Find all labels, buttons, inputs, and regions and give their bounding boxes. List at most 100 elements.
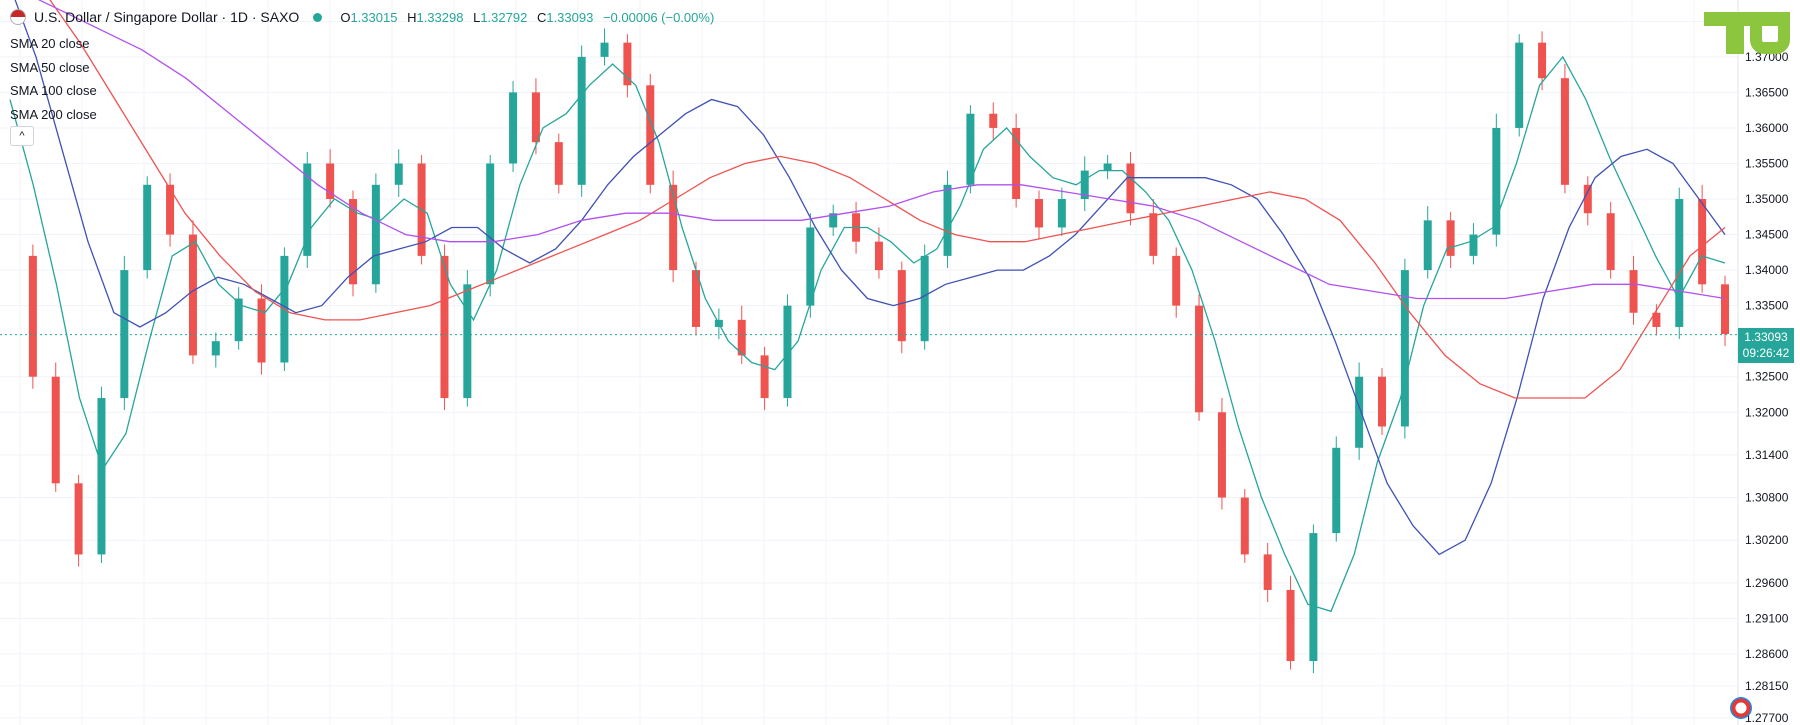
last-price-badge: 1.33093 09:26:42 — [1738, 327, 1794, 363]
candle-body — [1606, 213, 1615, 271]
candle-body — [234, 298, 243, 342]
sma100-line — [49, 0, 1726, 399]
candle-body — [1721, 284, 1729, 335]
candle-body — [1378, 376, 1386, 427]
candle-body — [1332, 447, 1341, 534]
candle-body — [1629, 270, 1638, 313]
candle-body — [371, 184, 380, 285]
candle-body — [1400, 270, 1409, 427]
candle-body — [554, 142, 563, 185]
indicator-legend: SMA 20 close SMA 50 close SMA 100 close … — [10, 32, 97, 126]
y-tick-label: 1.28150 — [1745, 679, 1789, 693]
price-axis: 1.375001.370001.365001.360001.355001.350… — [1745, 14, 1789, 725]
candle-body — [303, 163, 312, 256]
logo-u-shape — [1750, 12, 1790, 54]
collapse-legend-button[interactable]: ^ — [10, 126, 34, 146]
candle-body — [440, 255, 449, 399]
symbol-title[interactable]: U.S. Dollar / Singapore Dollar · 1D · SA… — [34, 9, 300, 25]
candle-body — [920, 255, 929, 342]
candle-body — [463, 284, 472, 399]
indicator-sma100[interactable]: SMA 100 close — [10, 83, 97, 98]
candle-body — [897, 270, 906, 342]
candle-body — [143, 184, 152, 271]
candle-body — [1515, 42, 1524, 128]
candle-body — [1012, 127, 1021, 200]
candle-body — [692, 270, 700, 327]
low-value: 1.32792 — [480, 9, 528, 25]
candle-body — [531, 92, 540, 143]
candle-body — [188, 234, 197, 356]
high-value: 1.33298 — [416, 9, 464, 25]
candle-body — [943, 184, 952, 256]
candle-body — [737, 319, 746, 356]
candle-body — [1423, 220, 1432, 271]
candle-body — [1583, 184, 1592, 214]
candle-body — [1652, 312, 1661, 327]
candle-body — [1446, 220, 1455, 256]
candle-body — [1560, 78, 1569, 185]
change-value: −0.00006 (−0.00%) — [602, 9, 715, 25]
candle-body — [600, 42, 609, 57]
logo-stem — [1726, 12, 1744, 54]
sma20-line — [9, 55, 1726, 613]
close-value: 1.33093 — [546, 9, 594, 25]
candle-body — [1469, 234, 1478, 256]
candle-body — [97, 398, 106, 555]
candle-body — [577, 56, 586, 185]
candle-body — [1492, 127, 1501, 235]
brand-logo — [1702, 8, 1790, 56]
close-label: C — [536, 9, 547, 25]
candlestick-series — [28, 28, 1729, 674]
sma50-line — [14, 0, 1726, 556]
y-tick-label: 1.35000 — [1745, 192, 1789, 206]
high-label: H — [407, 9, 417, 25]
candle-body — [1217, 412, 1226, 498]
candle-body — [1355, 376, 1364, 448]
y-tick-label: 1.27700 — [1745, 711, 1789, 725]
y-tick-label: 1.34000 — [1745, 263, 1789, 277]
candle-body — [394, 163, 403, 185]
y-tick-label: 1.32500 — [1745, 370, 1789, 384]
candle-body — [646, 85, 655, 185]
indicator-sma200[interactable]: SMA 200 close — [10, 106, 97, 122]
candle-body — [211, 341, 220, 356]
candle-body — [783, 305, 792, 399]
candle-body — [1057, 199, 1066, 228]
y-tick-label: 1.30200 — [1745, 533, 1789, 547]
candle-body — [1103, 163, 1112, 171]
y-tick-label: 1.32000 — [1745, 405, 1789, 419]
bar-countdown: 09:26:42 — [1742, 345, 1790, 360]
candle-body — [1675, 199, 1684, 327]
candle-body — [874, 241, 883, 271]
candle-body — [166, 184, 175, 235]
us-flag-icon — [10, 9, 26, 25]
y-tick-label: 1.35500 — [1745, 156, 1789, 170]
y-tick-label: 1.29100 — [1745, 611, 1789, 625]
candle-body — [326, 163, 335, 200]
currency-flag-icon — [1730, 697, 1752, 719]
candle-body — [760, 355, 769, 399]
sma200-line — [37, 0, 1726, 300]
ohlc-values: O1.33015 H1.33298 L1.32792 C1.33093 −0.0… — [340, 10, 720, 25]
candle-body — [1080, 170, 1089, 200]
candle-body — [1240, 497, 1249, 555]
candle-body — [1149, 213, 1158, 256]
indicator-sma20[interactable]: SMA 20 close — [10, 36, 90, 51]
indicator-sma50[interactable]: SMA 50 close — [10, 59, 90, 75]
candle-body — [806, 227, 815, 306]
candle-body — [1698, 199, 1707, 285]
candle-body — [1263, 554, 1272, 590]
y-tick-label: 1.36000 — [1745, 121, 1789, 135]
candle-body — [1538, 42, 1547, 79]
candle-body — [829, 213, 838, 228]
y-tick-label: 1.28600 — [1745, 647, 1789, 661]
candle-body — [120, 270, 129, 399]
candle-body — [1035, 199, 1043, 228]
candle-body — [509, 92, 518, 164]
y-tick-label: 1.31400 — [1745, 448, 1789, 462]
moving-average-lines — [9, 0, 1726, 613]
y-tick-label: 1.36500 — [1745, 85, 1789, 99]
candle-body — [349, 199, 357, 285]
candle-body — [623, 42, 632, 86]
